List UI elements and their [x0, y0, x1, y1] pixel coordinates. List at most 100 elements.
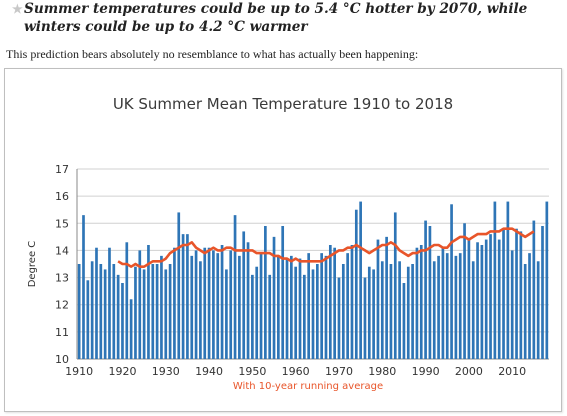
- bar: [151, 264, 155, 359]
- bar: [398, 261, 401, 359]
- bar: [125, 242, 129, 359]
- bar: [147, 245, 150, 359]
- star-icon: ★: [12, 2, 23, 16]
- bar: [497, 239, 501, 359]
- bar: [471, 261, 475, 359]
- bar: [164, 269, 168, 359]
- bar: [134, 266, 137, 359]
- bar: [450, 204, 453, 359]
- bar: [411, 264, 414, 359]
- bar: [285, 258, 289, 359]
- bar: [376, 239, 380, 359]
- bar: [385, 236, 388, 359]
- bar: [367, 266, 371, 359]
- bar: [207, 247, 211, 359]
- x-tick-label: 1990: [412, 365, 440, 378]
- bar: [354, 209, 358, 359]
- bar: [320, 253, 324, 359]
- x-tick-label: 1970: [325, 365, 353, 378]
- bar: [272, 236, 276, 359]
- x-tick-label: 1940: [195, 365, 223, 378]
- y-tick-label: 12: [55, 299, 69, 312]
- bar: [168, 264, 172, 359]
- bar: [281, 226, 285, 359]
- bar: [95, 247, 98, 359]
- y-tick-label: 17: [55, 163, 69, 176]
- bar: [393, 212, 397, 359]
- headline-quote: ★ Summer temperatures could be up to 5.4…: [12, 0, 560, 36]
- x-tick-label: 2000: [455, 365, 483, 378]
- bar: [181, 234, 185, 359]
- bar: [142, 269, 146, 359]
- bar: [138, 250, 142, 359]
- bar: [333, 247, 336, 359]
- bar: [476, 242, 479, 359]
- bar: [328, 245, 332, 359]
- bar: [233, 215, 237, 359]
- bar: [82, 215, 85, 359]
- bar: [264, 226, 267, 359]
- bar: [363, 277, 367, 359]
- bar: [506, 201, 510, 359]
- quote-text: Summer temperatures could be up to 5.4 °…: [24, 1, 528, 35]
- intro-paragraph: This prediction bears absolutely no rese…: [6, 47, 419, 61]
- bar: [268, 274, 272, 359]
- bar: [463, 223, 466, 359]
- bar: [445, 253, 449, 359]
- x-tick-label: 1960: [282, 365, 310, 378]
- bar: [302, 274, 306, 359]
- bar: [229, 250, 233, 359]
- running-average-line: [117, 227, 535, 268]
- bar: [406, 266, 410, 359]
- bar: [359, 201, 362, 359]
- bar: [528, 253, 531, 359]
- bar: [489, 234, 492, 359]
- y-tick-label: 15: [55, 217, 69, 230]
- bar: [519, 231, 523, 359]
- y-tick-label: 13: [55, 272, 69, 285]
- bar: [220, 245, 224, 359]
- x-tick-label: 1980: [368, 365, 396, 378]
- x-tick-label: 1930: [152, 365, 180, 378]
- bar: [103, 269, 107, 359]
- bar: [311, 269, 315, 359]
- bar: [419, 245, 423, 359]
- bar: [402, 283, 406, 359]
- bar: [484, 239, 488, 359]
- bar: [216, 253, 220, 359]
- bar: [315, 264, 319, 359]
- chart-container: UK Summer Mean Temperature 1910 to 2018 …: [4, 68, 562, 412]
- bar: [437, 255, 440, 359]
- x-tick-label: 2010: [498, 365, 526, 378]
- bar: [523, 264, 527, 359]
- bar: [372, 269, 375, 359]
- bar: [90, 261, 94, 359]
- y-tick-label: 14: [55, 244, 69, 257]
- bar: [108, 247, 111, 359]
- bar: [112, 264, 116, 359]
- bar: [77, 264, 81, 359]
- bar: [441, 247, 445, 359]
- bar: [454, 255, 458, 359]
- chart-note: With 10-year running average: [233, 381, 383, 392]
- bar: [177, 212, 181, 359]
- y-axis-label: Degree C: [27, 241, 38, 288]
- y-tick-label: 11: [55, 326, 69, 339]
- bar: [225, 269, 228, 359]
- bar: [199, 261, 202, 359]
- bar: [259, 253, 263, 359]
- bar: [238, 255, 241, 359]
- bar: [324, 255, 328, 359]
- bar: [545, 201, 549, 359]
- bar: [155, 264, 159, 359]
- bar: [380, 261, 384, 359]
- bar: [129, 299, 133, 359]
- bar: [203, 247, 207, 359]
- x-tick-label: 1950: [238, 365, 266, 378]
- bar: [510, 250, 514, 359]
- y-tick-label: 16: [55, 190, 69, 203]
- bar: [255, 266, 259, 359]
- bar: [294, 266, 298, 359]
- bar: [160, 255, 163, 359]
- bar: [277, 255, 280, 359]
